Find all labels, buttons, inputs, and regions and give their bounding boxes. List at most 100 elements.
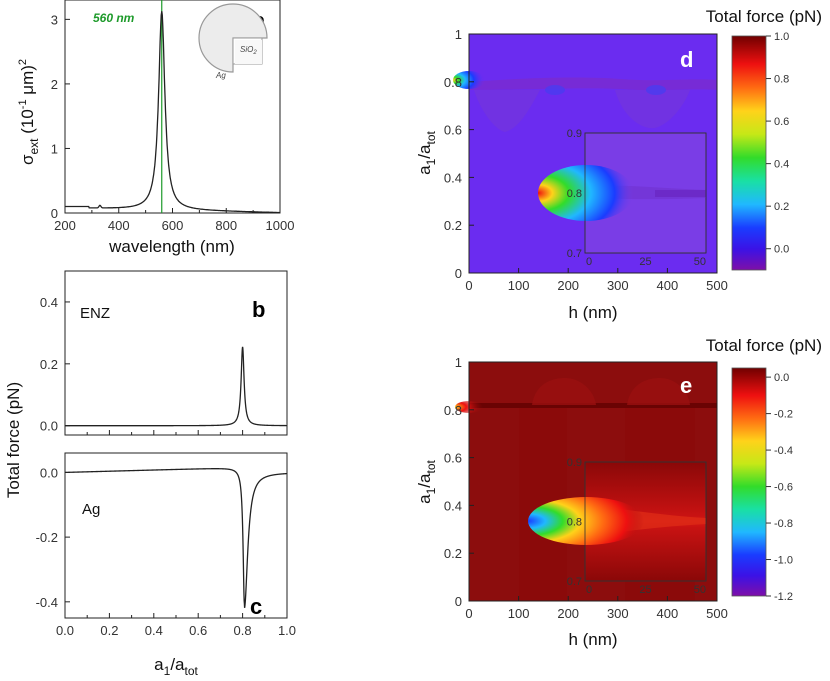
y-axis-label-e: a1/atot	[415, 459, 438, 503]
x-tick-label-pd: 400	[657, 278, 679, 293]
inset-x-tick-label-pe: 25	[639, 584, 651, 596]
x-tick-label-pd: 0	[465, 278, 472, 293]
inset-y-tick-label-pe: 0.7	[567, 576, 582, 588]
y-tick-label-a: 1	[51, 141, 58, 156]
x-tick-label-c: 0.8	[234, 623, 252, 638]
colorbar-tick-label-pd: 0.8	[774, 74, 789, 86]
peak-wavelength-label: 560 nm	[93, 11, 135, 25]
panel-label-b: b	[252, 297, 265, 322]
y-tick-label-pe: 0.2	[444, 546, 462, 561]
colorbar-tick-label-pe: -1.0	[774, 555, 793, 567]
colorbar-tick-label-pe: -1.2	[774, 591, 793, 603]
shell-fill	[235, 40, 262, 64]
colorbar-d-title: Total force (pN)	[706, 7, 822, 26]
y-tick-label-b: 0.0	[40, 419, 58, 434]
x-tick-label-pe: 500	[706, 606, 728, 621]
x-tick-label-c: 0.0	[56, 623, 74, 638]
x-tick-label-c: 0.4	[145, 623, 163, 638]
y-tick-label-a: 0	[51, 206, 58, 221]
panel-e-heatmap: 0 100 200 300 400 500 0 0.2 0.4 0.6 0.8 1 0 25 50 0.7 0.…	[415, 336, 822, 649]
y-tick-label-pd: 0.8	[444, 75, 462, 90]
inset-x-tick-label-pe: 50	[694, 584, 706, 596]
x-tick-label-a: 1000	[266, 218, 295, 233]
panel-c-ag-force: 0.0 -0.2 -0.4 0.0 0.2 0.4 0.6 0.8 1.0 Ag c a1/at…	[4, 382, 296, 678]
x-axis-label-wavelength: wavelength (nm)	[108, 237, 235, 256]
x-axis-label-h-e: h (nm)	[568, 630, 617, 649]
inset-d-dark-band	[655, 190, 706, 197]
y-tick-label-pe: 0	[455, 594, 462, 609]
panel-e-frame	[468, 361, 718, 602]
shared-y-axis-label-total-force: Total force (pN)	[4, 382, 23, 498]
colorbar-e	[731, 367, 767, 597]
y-tick-label-pe: 0.4	[444, 498, 462, 513]
y-tick-label-pe: 0.6	[444, 451, 462, 466]
colorbar-e-title: Total force (pN)	[706, 336, 822, 355]
heatmap-d-lobe-1	[474, 90, 540, 132]
y-tick-label-pd: 0.4	[444, 170, 462, 185]
y-tick-label-pd: 1	[455, 27, 462, 42]
panel-label-c: c	[250, 594, 262, 619]
heatmap-d-spot-1	[545, 85, 565, 95]
y-tick-label-b: 0.2	[40, 357, 58, 372]
colorbar-tick-label-pe: -0.8	[774, 518, 793, 530]
inset-x-tick-label-pd: 25	[639, 256, 651, 268]
x-tick-label-pd: 500	[706, 278, 728, 293]
colorbar-tick-label-pd: 1.0	[774, 31, 789, 43]
panel-b-enz-force: 0.0 0.2 0.4 ENZ b	[40, 270, 288, 436]
inset-y-tick-label-pd: 0.7	[567, 248, 582, 260]
x-tick-label-a: 800	[215, 218, 237, 233]
y-tick-label-c: 0.0	[40, 465, 58, 480]
enz-series-label: ENZ	[80, 305, 110, 322]
heatmap-e-lobe-2	[627, 378, 690, 405]
heatmap-e-band	[469, 403, 717, 408]
colorbar-tick-label-pe: -0.6	[774, 482, 793, 494]
heatmap-e-lobe-1	[532, 378, 596, 405]
inset-e-frame	[584, 461, 707, 582]
ag-force-curve	[65, 468, 287, 608]
heatmap-d-spot-2	[646, 85, 666, 95]
y-tick-label-c: -0.2	[36, 530, 58, 545]
x-tick-label-pe: 0	[465, 606, 472, 621]
colorbar-tick-label-pd: 0.0	[774, 244, 789, 256]
inset-y-tick-label-pe: 0.9	[567, 457, 582, 469]
x-tick-label-pd: 100	[508, 278, 530, 293]
panel-d-frame	[468, 33, 718, 274]
inset-d-frame	[584, 132, 707, 254]
heatmap-d-lobe-2	[615, 90, 690, 129]
panel-b-frame	[64, 270, 288, 436]
x-tick-label-a: 400	[108, 218, 130, 233]
inset-e-hotspot	[528, 497, 644, 545]
inset-x-tick-label-pe: 0	[586, 584, 592, 596]
extinction-curve	[65, 11, 280, 213]
y-axis-label-d: a1/atot	[415, 130, 438, 174]
x-tick-label-c: 0.6	[189, 623, 207, 638]
panel-d-heatmap: 0 100 200 300 400 500 0 0.2 0.4 0.6 0.8 1 0 25 50 0.7 0.…	[415, 7, 822, 322]
y-tick-label-pe: 0.8	[444, 403, 462, 418]
x-tick-label-pe: 400	[657, 606, 679, 621]
inset-y-tick-label-pd: 0.9	[567, 128, 582, 140]
x-tick-label-pe: 100	[508, 606, 530, 621]
colorbar-tick-label-pd: 0.6	[774, 116, 789, 128]
y-tick-label-a: 3	[51, 12, 58, 27]
inset-d-hotspot	[538, 165, 634, 221]
core-label: Ag	[215, 71, 226, 80]
inset-y-tick-label-pe: 0.8	[567, 517, 582, 529]
enz-force-curve	[65, 346, 287, 427]
colorbar-d	[731, 35, 767, 271]
y-tick-label-c: -0.4	[36, 595, 58, 610]
colorbar-tick-label-pd: 0.4	[774, 159, 789, 171]
y-tick-label-pd: 0	[455, 266, 462, 281]
x-axis-label-a1-atot: a1/atot	[154, 655, 198, 678]
inset-y-tick-label-pd: 0.8	[567, 188, 582, 200]
y-tick-label-b: 0.4	[40, 295, 58, 310]
core-shell-schematic: SiO2 Ag	[198, 3, 268, 80]
x-tick-label-pe: 300	[607, 606, 629, 621]
colorbar-tick-label-pe: -0.4	[774, 445, 793, 457]
x-tick-label-a: 600	[162, 218, 184, 233]
panel-label-e: e	[680, 373, 692, 398]
inset-x-tick-label-pd: 50	[694, 256, 706, 268]
y-axis-label-extinction: σext (10-1 μm)2	[17, 59, 41, 165]
y-tick-label-pe: 1	[455, 355, 462, 370]
